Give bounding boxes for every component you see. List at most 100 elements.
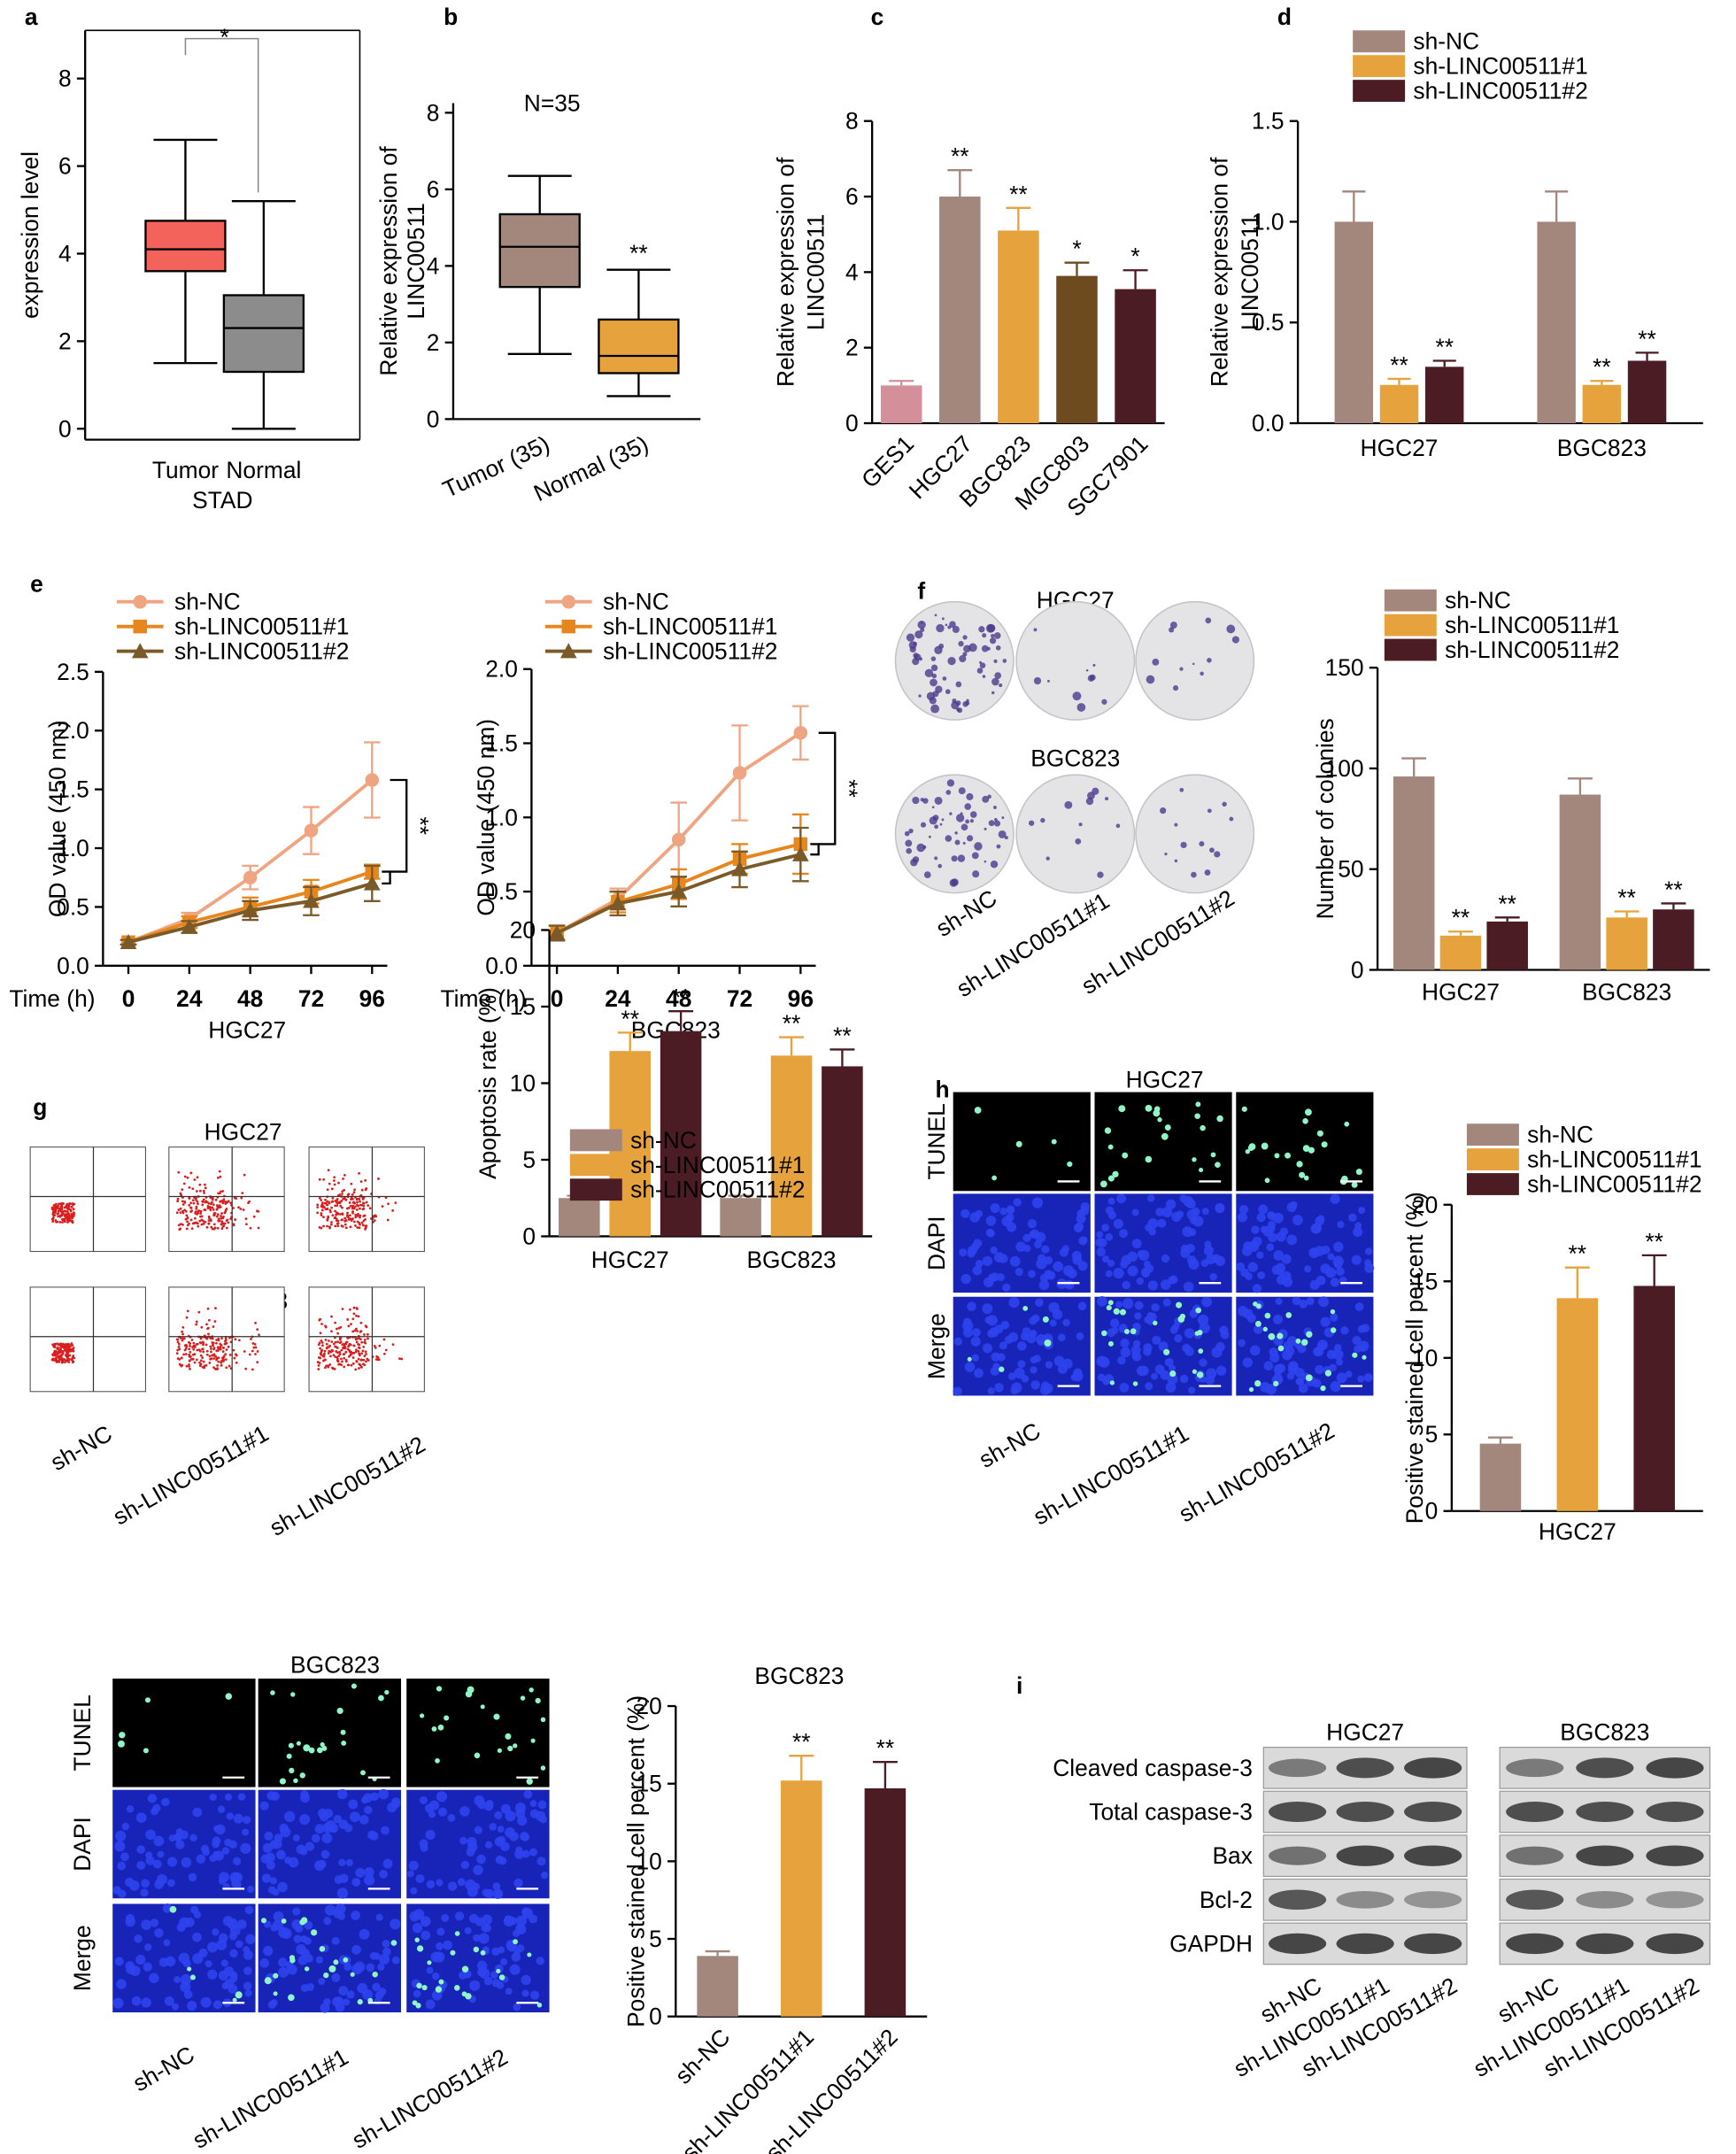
flow-event (336, 1359, 339, 1363)
nucleus (1333, 1241, 1344, 1253)
flow-event (343, 1223, 347, 1226)
flow-event (356, 1214, 359, 1217)
flow-event (352, 1351, 356, 1355)
nucleus (513, 2003, 521, 2011)
tunel-cell (232, 1997, 237, 2003)
tunel-cell (1198, 1348, 1204, 1354)
nucleus (1330, 1313, 1339, 1322)
nucleus (1273, 1314, 1284, 1324)
nucleus (503, 1915, 515, 1927)
flow-event (340, 1348, 343, 1352)
nucleus (320, 2003, 330, 2013)
nucleus (264, 1831, 274, 1841)
flow-event (66, 1209, 69, 1213)
flow-event (57, 1209, 60, 1213)
flow-event (320, 1341, 324, 1344)
colony (1004, 836, 1008, 840)
flow-event (205, 1337, 209, 1340)
flow-event (222, 1355, 226, 1359)
flow-event (336, 1201, 339, 1205)
tunel-cell (530, 1738, 536, 1743)
nucleus (1266, 1243, 1275, 1252)
blot-band (1268, 1846, 1327, 1865)
nucleus (281, 1928, 292, 1940)
legend-label: sh-NC (1445, 587, 1511, 614)
flow-event (365, 1353, 367, 1355)
flow-event (365, 1187, 368, 1190)
box (598, 318, 680, 374)
y-tick-label: 0 (649, 2003, 662, 2030)
flow-event (189, 1210, 192, 1214)
nucleus (467, 1836, 477, 1847)
flow-event (71, 1361, 74, 1364)
flow-event (331, 1367, 335, 1370)
nucleus (1245, 1272, 1254, 1280)
bar (1556, 1298, 1599, 1511)
tunel-cell (496, 1968, 501, 1973)
nucleus (985, 1216, 997, 1226)
flow-event (212, 1343, 214, 1347)
flow-event (351, 1356, 355, 1359)
tunel-cell (1261, 1142, 1269, 1150)
nucleus (1147, 1280, 1158, 1291)
row-label: Bax (1212, 1842, 1252, 1869)
tunel-cell (526, 1778, 533, 1785)
nucleus (967, 1246, 977, 1255)
flow-event (220, 1363, 223, 1367)
marker (731, 861, 748, 876)
nucleus (426, 1966, 434, 1974)
tunel-cell (1119, 1309, 1126, 1316)
flow-event (256, 1361, 259, 1364)
flow-event (197, 1224, 200, 1228)
nucleus (1333, 1260, 1343, 1269)
flow-event (226, 1218, 229, 1222)
tunel-cell (999, 1366, 1005, 1372)
nucleus (1309, 1279, 1320, 1290)
nucleus (505, 1826, 516, 1838)
flow-event (244, 1217, 248, 1221)
tunel-cell (1277, 1345, 1285, 1352)
flow-event (358, 1172, 360, 1175)
flow-event (326, 1217, 329, 1221)
y-axis-label: Number of colonies (1312, 718, 1339, 919)
nucleus (147, 1794, 158, 1803)
flow-event (337, 1363, 340, 1366)
flow-event (195, 1205, 198, 1208)
blot-band (1336, 1757, 1394, 1779)
nucleus (511, 1952, 521, 1962)
nucleus (145, 1829, 156, 1841)
flow-event (214, 1355, 217, 1358)
row-label: Bcl-2 (1200, 1887, 1253, 1913)
tunel-cell (473, 1946, 480, 1953)
flow-event (354, 1224, 357, 1227)
significance: ** (1390, 351, 1408, 378)
flow-event (69, 1209, 73, 1213)
flow-event (60, 1212, 64, 1216)
legend-label: sh-NC (603, 589, 669, 615)
colony (1085, 668, 1089, 672)
flow-event (181, 1200, 184, 1203)
nucleus (961, 1208, 970, 1218)
flow-event (339, 1204, 343, 1208)
flow-event (326, 1346, 328, 1349)
tunel-cell (143, 1748, 149, 1754)
flow-event (183, 1348, 187, 1352)
flow-event (66, 1220, 70, 1223)
nucleus (1038, 1279, 1050, 1291)
flow-event (51, 1210, 55, 1214)
flow-event (210, 1202, 212, 1205)
nucleus (536, 1857, 546, 1866)
flow-event (211, 1227, 214, 1231)
tunel-cell (1051, 1139, 1057, 1145)
flow-event (255, 1209, 258, 1213)
flow-event (251, 1368, 254, 1371)
tunel-cell (1264, 1177, 1270, 1184)
flow-event (320, 1348, 324, 1352)
panel-letter: h (936, 1076, 950, 1102)
nucleus (1265, 1384, 1277, 1395)
flow-event (372, 1216, 375, 1218)
nucleus (1165, 1382, 1177, 1393)
flow-event (213, 1320, 217, 1323)
y-tick-label: 8 (427, 99, 440, 126)
